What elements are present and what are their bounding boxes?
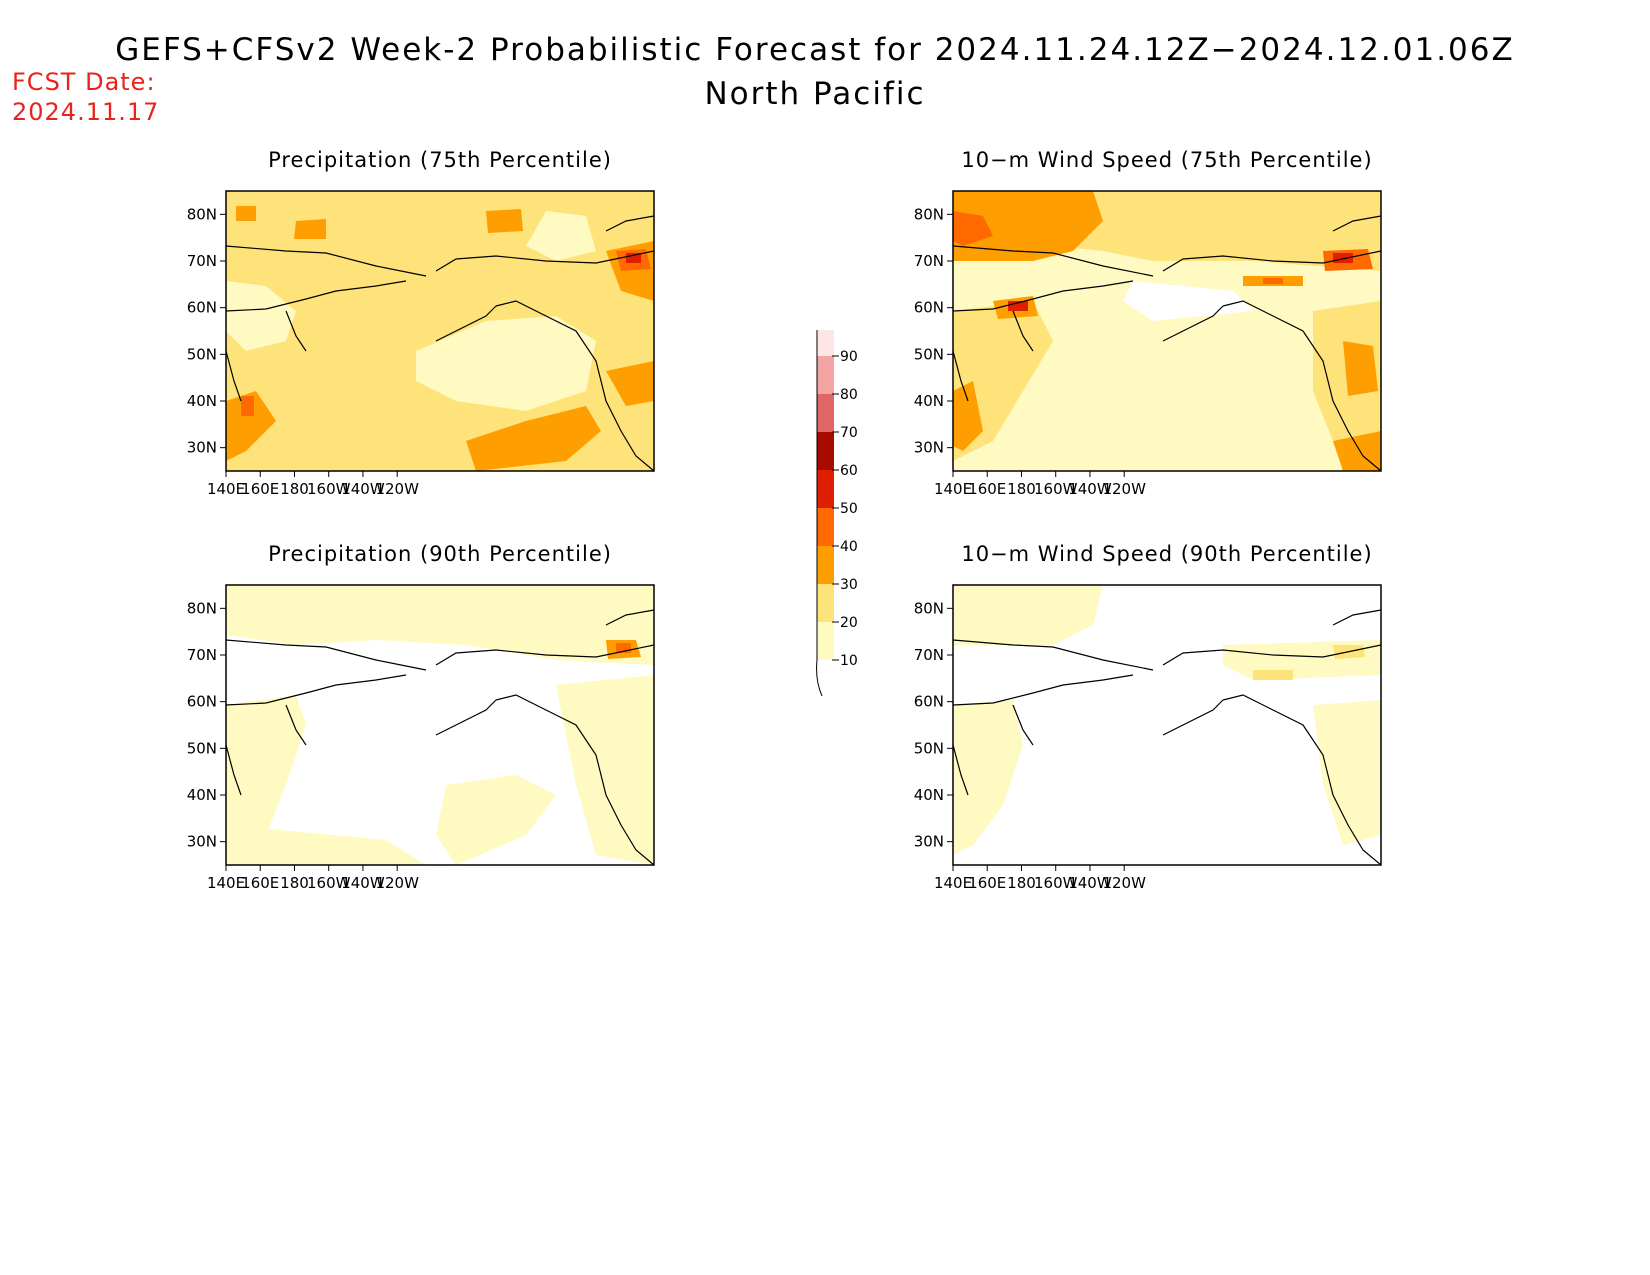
lon-tick-label: 160E xyxy=(968,480,1006,498)
lat-tick-label: 40N xyxy=(914,392,944,410)
lat-tick-label: 40N xyxy=(914,786,944,804)
panel-title: 10−m Wind Speed (75th Percentile) xyxy=(961,148,1372,172)
panel-title: Precipitation (75th Percentile) xyxy=(268,148,612,172)
lon-tick-label: 120W xyxy=(375,874,419,892)
colorbar-label: 30 xyxy=(840,577,858,593)
coastlines xyxy=(225,609,655,866)
panel-precip-75: Precipitation (75th Percentile) xyxy=(187,148,655,498)
figure-subtitle: North Pacific xyxy=(704,76,926,112)
lon-tick-label: 140W xyxy=(1068,874,1112,892)
map-frame xyxy=(225,190,655,472)
colorbar: 10 20 30 40 50 60 70 80 90 xyxy=(816,330,858,697)
map-frame xyxy=(952,190,1382,472)
lon-tick-label: 180 xyxy=(280,480,309,498)
colorbar-label: 10 xyxy=(840,653,858,669)
lon-tick-label: 140E xyxy=(207,480,245,498)
lat-tick-label: 70N xyxy=(914,252,944,270)
lon-tick-label: 180 xyxy=(1007,874,1036,892)
lat-tick-label: 50N xyxy=(914,345,944,363)
lon-tick-label: 160E xyxy=(241,480,279,498)
panel-title: 10−m Wind Speed (90th Percentile) xyxy=(961,542,1372,566)
lat-tick-label: 30N xyxy=(187,833,217,851)
map-frame xyxy=(952,584,1382,866)
lon-tick-label: 120W xyxy=(1102,480,1146,498)
lat-tick-label: 50N xyxy=(187,345,217,363)
lon-tick-label: 160W xyxy=(1034,480,1078,498)
panel-precip-90: Precipitation (90th Percentile) 140E160E… xyxy=(187,542,655,892)
lon-tick-label: 160W xyxy=(307,480,351,498)
colorbar-swatch xyxy=(817,432,834,470)
colorbar-label: 60 xyxy=(840,463,858,479)
panel-wind-90: 10−m Wind Speed (90th Percentile) 140E16… xyxy=(914,542,1382,892)
lon-tick-label: 140E xyxy=(207,874,245,892)
lon-tick-label: 120W xyxy=(1102,874,1146,892)
coastlines xyxy=(952,609,1382,866)
figure-title: GEFS+CFSv2 Week-2 Probabilistic Forecast… xyxy=(115,32,1515,68)
lat-tick-label: 80N xyxy=(187,205,217,223)
lat-tick-label: 30N xyxy=(187,439,217,457)
shaded-regions xyxy=(226,585,654,865)
lon-tick-label: 140E xyxy=(934,480,972,498)
panel-title: Precipitation (90th Percentile) xyxy=(268,542,612,566)
shaded-regions xyxy=(953,585,1381,855)
colorbar-swatch xyxy=(817,622,834,660)
lat-tick-label: 60N xyxy=(914,693,944,711)
lon-tick-label: 160E xyxy=(968,874,1006,892)
lat-tick-label: 40N xyxy=(187,392,217,410)
lat-tick-label: 80N xyxy=(187,599,217,617)
colorbar-swatch xyxy=(817,584,834,622)
lat-tick-label: 60N xyxy=(187,693,217,711)
colorbar-swatch xyxy=(817,470,834,508)
lat-tick-label: 80N xyxy=(914,205,944,223)
colorbar-swatch xyxy=(817,394,834,432)
lon-tick-label: 160W xyxy=(307,874,351,892)
lat-tick-label: 50N xyxy=(914,739,944,757)
colorbar-outline xyxy=(816,330,823,697)
fcst-date-value: 2024.11.17 xyxy=(12,98,160,126)
lon-tick-label: 180 xyxy=(280,874,309,892)
coastlines xyxy=(952,215,1382,472)
lat-tick-label: 70N xyxy=(187,252,217,270)
lon-tick-label: 140W xyxy=(341,480,385,498)
lat-tick-label: 60N xyxy=(187,299,217,317)
lon-tick-label: 160E xyxy=(241,874,279,892)
coastlines xyxy=(225,215,655,472)
map-frame xyxy=(225,584,655,866)
fcst-date-label: FCST Date: xyxy=(12,68,156,96)
lon-tick-label: 140W xyxy=(1068,480,1112,498)
colorbar-label: 70 xyxy=(840,425,858,441)
colorbar-label: 90 xyxy=(840,349,858,365)
lon-tick-label: 120W xyxy=(375,480,419,498)
colorbar-label: 40 xyxy=(840,539,858,555)
panel-wind-75: 10−m Wind Speed (75th Percentile) xyxy=(914,148,1382,498)
colorbar-swatch xyxy=(817,546,834,584)
colorbar-label: 20 xyxy=(840,615,858,631)
colorbar-swatch xyxy=(817,356,834,394)
lon-tick-label: 180 xyxy=(1007,480,1036,498)
lat-tick-label: 30N xyxy=(914,439,944,457)
lat-tick-label: 40N xyxy=(187,786,217,804)
lon-tick-label: 140W xyxy=(341,874,385,892)
colorbar-swatch xyxy=(817,330,834,356)
lon-tick-label: 140E xyxy=(934,874,972,892)
lat-tick-label: 80N xyxy=(914,599,944,617)
colorbar-tail xyxy=(817,660,834,696)
colorbar-label: 50 xyxy=(840,501,858,517)
colorbar-swatch xyxy=(817,508,834,546)
lon-tick-label: 160W xyxy=(1034,874,1078,892)
colorbar-label: 80 xyxy=(840,387,858,403)
lat-tick-label: 70N xyxy=(914,646,944,664)
shaded-regions xyxy=(226,206,654,471)
lat-tick-label: 50N xyxy=(187,739,217,757)
lat-tick-label: 70N xyxy=(187,646,217,664)
shaded-regions xyxy=(953,191,1381,471)
lat-tick-label: 30N xyxy=(914,833,944,851)
lat-tick-label: 60N xyxy=(914,299,944,317)
